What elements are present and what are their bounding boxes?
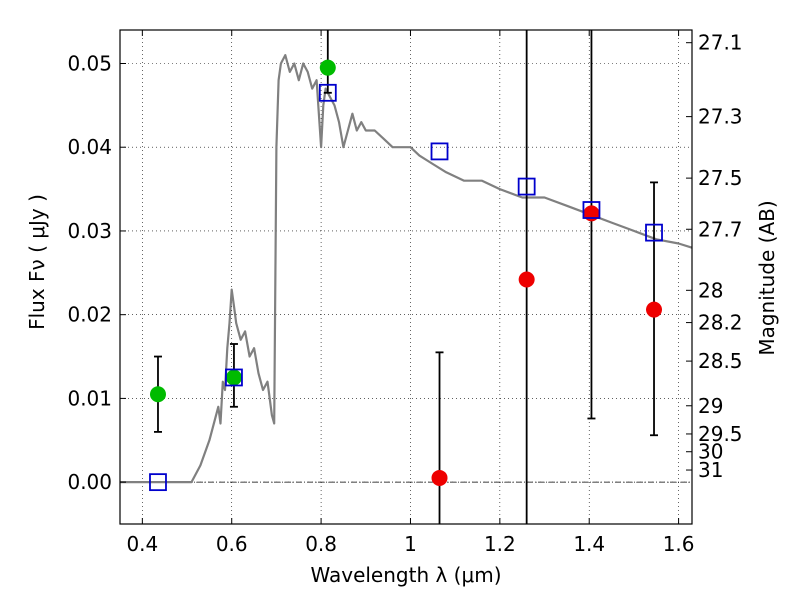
data-point: [583, 205, 600, 222]
model-point: [517, 177, 536, 196]
y-tick-label: 0.01: [67, 386, 112, 410]
magnitude-tick-label: 28: [698, 278, 723, 302]
plot-frame: [119, 29, 693, 525]
x-axis: 0.4 0.6 0.8 1 1.2 1.4 1.6: [126, 30, 695, 556]
data-point: [646, 301, 663, 318]
error-bars: [153, 30, 659, 524]
magnitude-tick-label: 29.5: [698, 422, 743, 446]
x-tick-label: 1: [404, 532, 417, 556]
model-spectrum: [120, 53, 693, 484]
data-point: [319, 59, 336, 76]
y-tick-label: 0.02: [67, 303, 112, 327]
model-spectrum-line: [120, 53, 693, 484]
data-point: [225, 369, 242, 386]
x-tick-label: 0.8: [305, 532, 337, 556]
magnitude-tick-label: 27.5: [698, 166, 743, 190]
model-point: [149, 473, 167, 492]
y-tick-label: 0.05: [67, 51, 112, 75]
data-markers: [149, 59, 663, 492]
y-tick-label: 0.03: [67, 219, 112, 243]
magnitude-tick-label: 28.5: [698, 349, 743, 373]
magnitude-axis-label: Magnitude (AB): [755, 200, 779, 355]
magnitude-tick-label: 31: [698, 458, 723, 482]
magnitude-tick-label: 27.7: [698, 217, 743, 241]
data-point: [431, 469, 448, 486]
model-point: [430, 142, 449, 161]
x-tick-label: 0.4: [126, 532, 158, 556]
data-point: [149, 386, 166, 403]
y-axis: 0.00 0.01 0.02 0.03 0.04 0.05: [67, 51, 126, 494]
model-point: [225, 368, 243, 387]
x-tick-label: 1.2: [484, 532, 516, 556]
y-axis-label: Flux Fν ( μJy ): [25, 194, 49, 330]
model-point: [318, 83, 337, 102]
model-point: [645, 223, 663, 242]
model-point: [582, 201, 601, 219]
x-axis-label: Wavelength λ (μm): [310, 563, 501, 587]
magnitude-tick-label: 27.3: [698, 105, 743, 129]
x-tick-label: 1.6: [663, 532, 695, 556]
y-tick-label: 0.00: [67, 470, 112, 494]
data-point: [518, 271, 535, 288]
magnitude-tick-label: 29: [698, 394, 723, 418]
x-tick-label: 0.6: [216, 532, 248, 556]
magnitude-tick-label: 28.2: [698, 311, 743, 335]
magnitude-tick-label: 30: [698, 440, 723, 464]
x-tick-label: 1.4: [573, 532, 605, 556]
magnitude-tick-label: 27.1: [698, 31, 743, 55]
y-tick-label: 0.04: [67, 135, 112, 159]
